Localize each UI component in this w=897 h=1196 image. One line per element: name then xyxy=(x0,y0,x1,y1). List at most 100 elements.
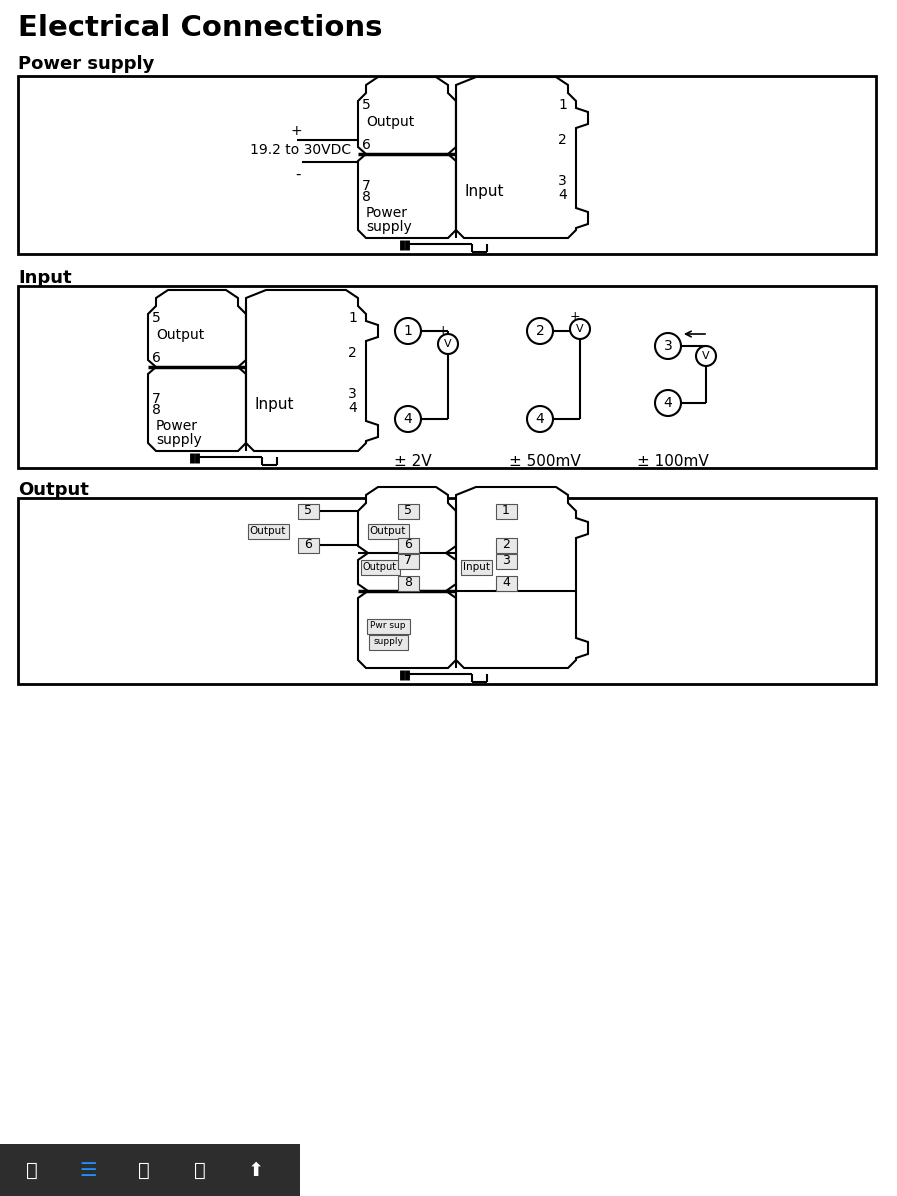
Bar xyxy=(18,286,876,468)
Polygon shape xyxy=(148,289,246,451)
Circle shape xyxy=(655,332,681,359)
Text: +: + xyxy=(290,124,301,138)
FancyBboxPatch shape xyxy=(369,635,407,649)
Text: Input: Input xyxy=(463,562,490,572)
Text: V: V xyxy=(576,324,584,334)
Circle shape xyxy=(438,334,458,354)
Text: 2: 2 xyxy=(348,346,357,360)
FancyBboxPatch shape xyxy=(495,537,517,553)
Text: ⬜: ⬜ xyxy=(194,1160,206,1179)
FancyBboxPatch shape xyxy=(495,575,517,591)
Polygon shape xyxy=(456,487,588,669)
Text: 3: 3 xyxy=(664,338,673,353)
Text: 4: 4 xyxy=(404,411,413,426)
Text: 6: 6 xyxy=(362,138,370,152)
Text: ± 500mV: ± 500mV xyxy=(509,453,581,469)
Text: V: V xyxy=(702,350,710,361)
Circle shape xyxy=(696,346,716,366)
Text: 4: 4 xyxy=(348,401,357,415)
Text: 5: 5 xyxy=(404,505,412,518)
FancyBboxPatch shape xyxy=(361,560,399,574)
Bar xyxy=(18,498,876,684)
Text: +: + xyxy=(438,324,448,337)
FancyBboxPatch shape xyxy=(495,504,517,519)
Text: Output: Output xyxy=(370,526,406,536)
Text: 7: 7 xyxy=(362,179,370,193)
Text: 3: 3 xyxy=(348,388,357,401)
Text: 8: 8 xyxy=(152,403,161,417)
Text: ⬜: ⬜ xyxy=(138,1160,150,1179)
Bar xyxy=(0,1145,300,1196)
FancyBboxPatch shape xyxy=(367,618,410,634)
FancyBboxPatch shape xyxy=(298,537,318,553)
Text: 7: 7 xyxy=(152,392,161,405)
Text: Electrical Connections: Electrical Connections xyxy=(18,14,382,42)
Text: +: + xyxy=(570,310,580,323)
Text: 6: 6 xyxy=(304,538,312,551)
Text: 4: 4 xyxy=(502,576,509,590)
Text: 3: 3 xyxy=(502,555,509,567)
Circle shape xyxy=(655,390,681,416)
Text: 1: 1 xyxy=(502,505,509,518)
Polygon shape xyxy=(246,289,378,451)
Text: supply: supply xyxy=(156,433,202,447)
Polygon shape xyxy=(456,77,588,238)
Text: Input: Input xyxy=(254,397,293,411)
Text: 1: 1 xyxy=(558,98,567,112)
Text: 6: 6 xyxy=(152,350,161,365)
Text: Output: Output xyxy=(18,481,89,499)
FancyBboxPatch shape xyxy=(397,504,419,519)
Text: Pwr sup: Pwr sup xyxy=(370,622,405,630)
Text: Input: Input xyxy=(464,184,503,199)
Text: Output: Output xyxy=(363,562,397,572)
Text: 6: 6 xyxy=(404,538,412,551)
Circle shape xyxy=(527,318,553,344)
Circle shape xyxy=(527,405,553,432)
FancyBboxPatch shape xyxy=(397,554,419,568)
Text: V: V xyxy=(444,338,452,349)
Text: Output: Output xyxy=(366,115,414,129)
Text: 7: 7 xyxy=(404,555,412,567)
FancyBboxPatch shape xyxy=(397,575,419,591)
Text: Power: Power xyxy=(366,206,408,220)
Bar xyxy=(18,77,876,254)
Text: 4: 4 xyxy=(536,411,544,426)
Text: 2: 2 xyxy=(536,324,544,338)
Polygon shape xyxy=(358,487,456,669)
Text: 8: 8 xyxy=(362,190,370,205)
Text: 1: 1 xyxy=(404,324,413,338)
Text: 2: 2 xyxy=(558,133,567,147)
Text: 5: 5 xyxy=(362,98,370,112)
Text: Output: Output xyxy=(249,526,286,536)
Circle shape xyxy=(395,318,421,344)
Text: supply: supply xyxy=(366,220,412,234)
FancyBboxPatch shape xyxy=(460,560,492,574)
Polygon shape xyxy=(358,77,456,238)
Text: ⧉: ⧉ xyxy=(26,1160,38,1179)
Text: ± 2V: ± 2V xyxy=(394,453,431,469)
FancyBboxPatch shape xyxy=(248,524,289,538)
FancyBboxPatch shape xyxy=(495,554,517,568)
FancyBboxPatch shape xyxy=(368,524,408,538)
Text: supply: supply xyxy=(373,637,403,647)
Text: ☰: ☰ xyxy=(79,1160,97,1179)
Circle shape xyxy=(395,405,421,432)
Text: 5: 5 xyxy=(152,311,161,325)
Text: 1: 1 xyxy=(348,311,357,325)
Text: 5: 5 xyxy=(304,505,312,518)
Text: -: - xyxy=(295,167,300,182)
Text: Power supply: Power supply xyxy=(18,55,154,73)
Text: 4: 4 xyxy=(664,396,673,410)
Text: 4: 4 xyxy=(558,188,567,202)
Text: 19.2 to 30VDC: 19.2 to 30VDC xyxy=(250,144,351,157)
Text: 8: 8 xyxy=(404,576,412,590)
Circle shape xyxy=(570,319,590,338)
Text: Output: Output xyxy=(156,328,205,342)
Text: 3: 3 xyxy=(558,173,567,188)
Text: ± 100mV: ± 100mV xyxy=(637,453,709,469)
Text: Input: Input xyxy=(18,269,72,287)
Text: Power: Power xyxy=(156,419,198,433)
FancyBboxPatch shape xyxy=(397,537,419,553)
Text: 2: 2 xyxy=(502,538,509,551)
Text: ⬆: ⬆ xyxy=(248,1160,265,1179)
